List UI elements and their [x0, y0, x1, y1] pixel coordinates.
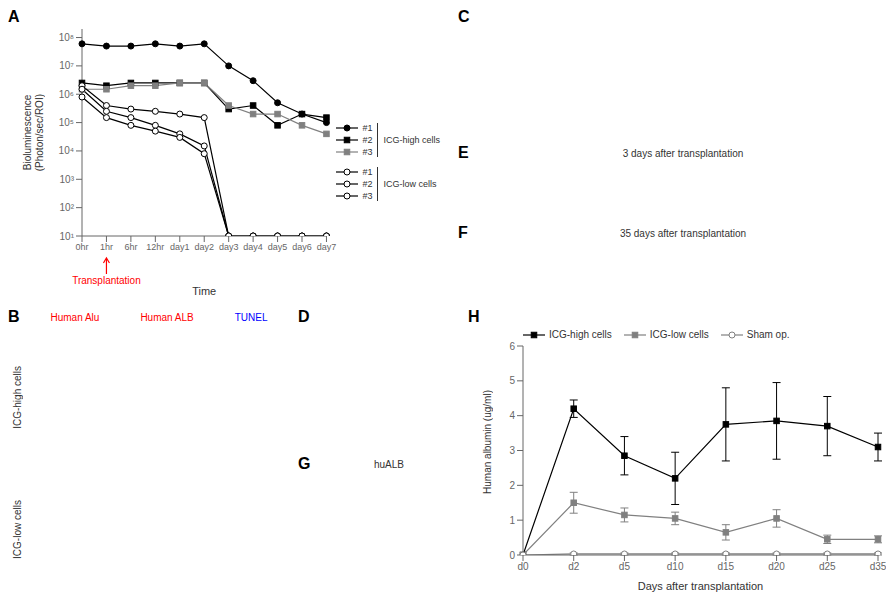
html-text:C: C [458, 8, 470, 25]
html-text:ICG-high cells: ICG-high cells [383, 135, 440, 145]
svg-text:d0: d0 [517, 561, 529, 572]
svg-text:10⁷: 10⁷ [59, 60, 74, 71]
svg-text:d20: d20 [768, 561, 785, 572]
svg-text:d25: d25 [819, 561, 836, 572]
html-text:Sham op.: Sham op. [746, 329, 790, 340]
svg-text:d2: d2 [568, 561, 580, 572]
svg-text:Days after transplantation: Days after transplantation [638, 580, 763, 592]
svg-text:day2: day2 [194, 242, 214, 252]
html-text:Bioluminescence (Photon/sec/RO: Bioluminescence (Photon/sec/ROI) [22, 94, 45, 172]
svg-text:day5: day5 [268, 242, 288, 252]
svg-text:6hr: 6hr [124, 242, 137, 252]
html-text:B: B [8, 308, 20, 325]
svg-text:Time: Time [192, 285, 216, 297]
svg-text:10⁸: 10⁸ [59, 32, 74, 43]
html-text:35 days after transplantation: 35 days after transplantation [619, 228, 747, 239]
svg-text:0: 0 [509, 550, 515, 561]
html-text:A: A [8, 8, 20, 25]
svg-text:d35: d35 [870, 561, 886, 572]
html-text:huALB: huALB [374, 459, 404, 470]
html-text:ICG-low cells: ICG-low cells [649, 329, 709, 340]
html-text:ICG-high cells: ICG-high cells [549, 329, 612, 340]
html-text:ICG-low cells: ICG-low cells [11, 499, 23, 559]
svg-text:d10: d10 [667, 561, 684, 572]
svg-text:day1: day1 [170, 242, 190, 252]
svg-text:10¹: 10¹ [60, 231, 75, 242]
svg-text:10⁵: 10⁵ [59, 117, 74, 128]
html-text:TUNEL: TUNEL [234, 312, 268, 323]
html-text:D: D [298, 308, 310, 325]
svg-text:12hr: 12hr [146, 242, 164, 252]
svg-text:4: 4 [509, 410, 515, 421]
html-text:Human ALB: Human ALB [140, 312, 194, 323]
html-text:ICG-low cells: ICG-low cells [383, 179, 437, 189]
svg-text:d15: d15 [718, 561, 735, 572]
html-text:#1: #1 [362, 167, 373, 177]
svg-text:10²: 10² [60, 202, 75, 213]
svg-text:0hr: 0hr [75, 242, 88, 252]
svg-text:6: 6 [509, 341, 515, 352]
html-text:ICG-high cells: ICG-high cells [11, 366, 23, 430]
svg-text:d5: d5 [619, 561, 631, 572]
svg-text:day4: day4 [243, 242, 263, 252]
svg-text:10⁴: 10⁴ [59, 145, 74, 156]
svg-text:5: 5 [509, 375, 515, 386]
svg-text:1hr: 1hr [100, 242, 113, 252]
html-text:#2: #2 [362, 135, 373, 145]
svg-text:day7: day7 [317, 242, 337, 252]
svg-text:3: 3 [509, 445, 515, 456]
html-text:G: G [298, 455, 311, 472]
html-text:#3: #3 [362, 147, 373, 157]
html-text:E: E [458, 144, 469, 161]
html-text:#1: #1 [362, 123, 373, 133]
html-text:Human albumin (ug/ml): Human albumin (ug/ml) [481, 390, 493, 494]
svg-text:1: 1 [509, 515, 515, 526]
html-text:#2: #2 [362, 179, 373, 189]
html-text:Human Alu: Human Alu [50, 312, 100, 323]
svg-text:10³: 10³ [60, 174, 75, 185]
html-text:H: H [468, 308, 480, 325]
svg-text:2: 2 [509, 480, 515, 491]
svg-text:day3: day3 [219, 242, 239, 252]
html-text:#3: #3 [362, 191, 373, 201]
html-text:3 days after transplantation: 3 days after transplantation [622, 148, 744, 159]
html-text:F: F [458, 224, 468, 241]
svg-text:10⁶: 10⁶ [59, 89, 74, 100]
svg-text:Transplantation: Transplantation [72, 275, 141, 286]
svg-text:day6: day6 [292, 242, 312, 252]
